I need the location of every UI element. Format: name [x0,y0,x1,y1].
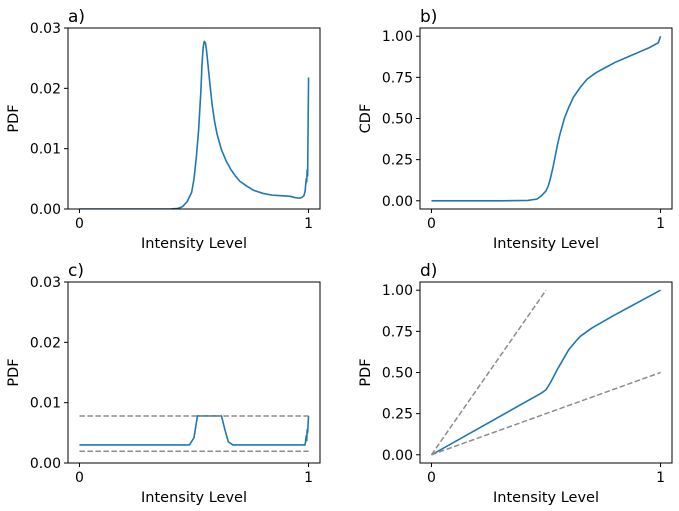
y-axis-label: PDF [358,358,374,386]
axes-frame [67,281,321,464]
x-axis-label: Intensity Level [493,490,599,506]
y-tick-label: 0.75 [382,324,413,340]
x-axis-label: Intensity Level [493,236,599,252]
y-tick-label: 0.00 [30,456,61,472]
chart-panel-4: 0 1 0.00 0.25 0.50 0.75 1.00 Intensity Level PDF… [358,261,673,506]
y-tick-label: 0.50 [382,112,413,128]
y-tick-label: 0.01 [30,396,61,412]
chart-panel-2: 0 1 0.00 0.25 0.50 0.75 1.00 Intensity Level CDF… [358,7,673,252]
axes-frame [419,281,673,464]
panel-label: a) [68,7,85,27]
y-tick-label: 0.25 [382,153,413,169]
y-tick-label: 0.01 [30,142,61,158]
reference-line-2 [431,371,661,456]
data-line-0 [79,40,310,209]
x-tick-label: 0 [75,470,84,486]
y-tick-label: 1.00 [382,283,413,299]
y-tick-label: 0.75 [382,70,413,86]
panel-label: c) [68,261,84,281]
x-tick-label: 0 [75,216,84,232]
chart-panel-1: 0 1 0.00 0.01 0.02 0.03 Intensity Level PDF a) [6,7,321,252]
axes-frame [419,27,673,210]
y-axis-label: PDF [6,358,22,386]
y-tick-label: 0.02 [30,81,61,97]
data-line-0 [79,415,310,446]
y-tick-label: 0.00 [382,448,413,464]
y-tick-label: 0.25 [382,407,413,423]
y-tick-label: 0.03 [30,21,61,37]
x-tick-label: 0 [427,216,436,232]
y-tick-label: 0.00 [382,194,413,210]
panel-label: d) [420,261,437,281]
reference-line-1 [430,289,547,456]
x-tick-label: 1 [304,216,313,232]
y-tick-label: 0.03 [30,275,61,291]
x-tick-label: 1 [304,470,313,486]
x-tick-label: 1 [656,470,665,486]
chart-panel-3: 0 1 0.00 0.01 0.02 0.03 Intensity Level PDF c) [6,261,321,506]
panel-label: b) [420,7,437,27]
y-tick-label: 1.00 [382,29,413,45]
y-tick-label: 0.00 [30,202,61,218]
axes-frame [67,27,321,210]
y-tick-label: 0.50 [382,366,413,382]
y-axis-label: CDF [358,104,374,134]
x-axis-label: Intensity Level [141,490,247,506]
data-line-0 [431,289,661,456]
x-tick-label: 0 [427,470,436,486]
y-axis-label: PDF [6,104,22,132]
data-line-0 [431,35,662,202]
y-tick-label: 0.02 [30,335,61,351]
x-axis-label: Intensity Level [141,236,247,252]
x-tick-label: 1 [656,216,665,232]
